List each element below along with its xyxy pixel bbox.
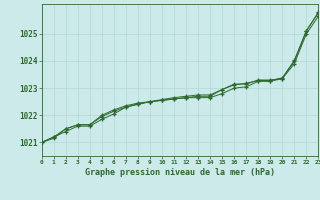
X-axis label: Graphe pression niveau de la mer (hPa): Graphe pression niveau de la mer (hPa) — [85, 168, 275, 177]
